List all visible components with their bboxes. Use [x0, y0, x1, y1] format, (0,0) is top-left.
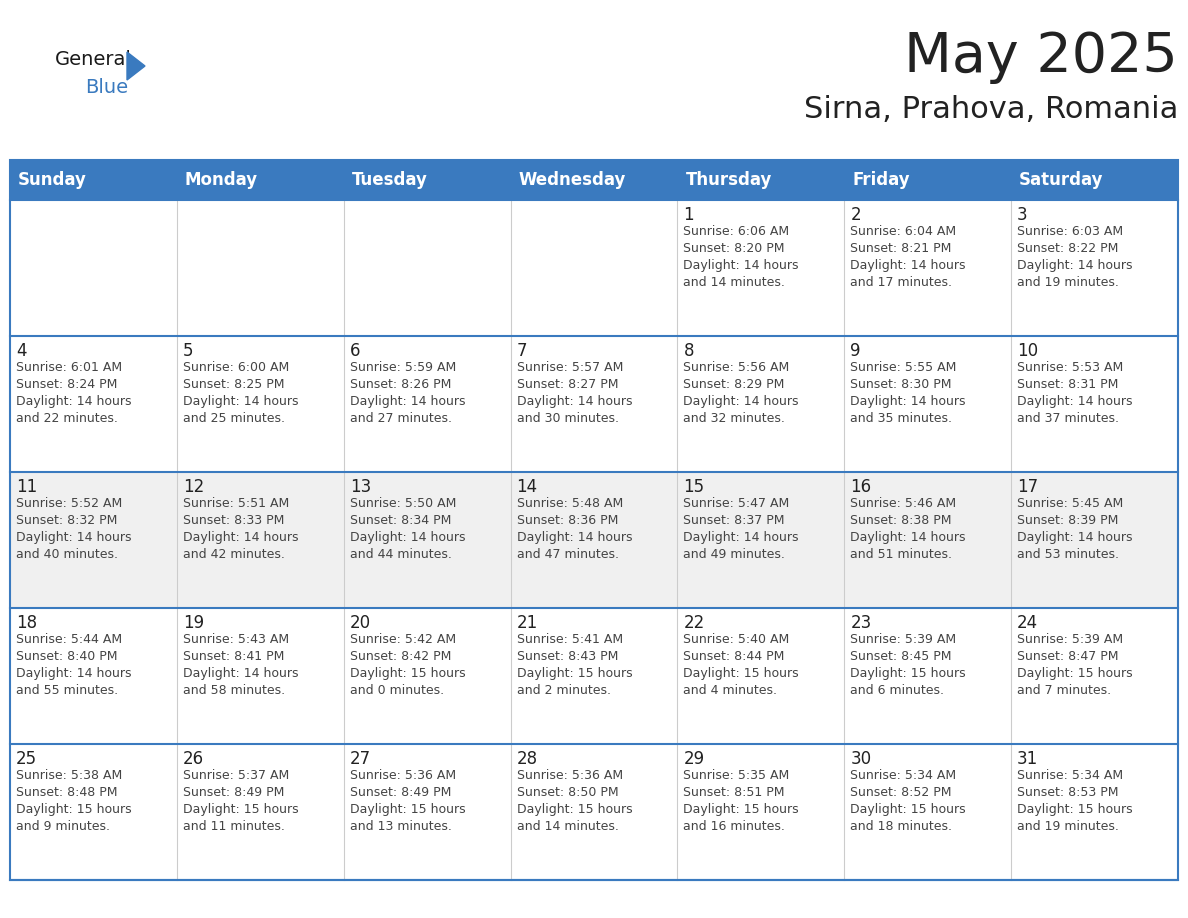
Text: Sunrise: 5:59 AM
Sunset: 8:26 PM
Daylight: 14 hours
and 27 minutes.: Sunrise: 5:59 AM Sunset: 8:26 PM Dayligh… — [349, 361, 466, 425]
Bar — [10, 608, 1178, 744]
Text: 12: 12 — [183, 478, 204, 496]
Text: 31: 31 — [1017, 750, 1038, 768]
Bar — [177, 160, 343, 200]
Text: Sunrise: 5:53 AM
Sunset: 8:31 PM
Daylight: 14 hours
and 37 minutes.: Sunrise: 5:53 AM Sunset: 8:31 PM Dayligh… — [1017, 361, 1132, 425]
Text: Sunrise: 5:43 AM
Sunset: 8:41 PM
Daylight: 14 hours
and 58 minutes.: Sunrise: 5:43 AM Sunset: 8:41 PM Dayligh… — [183, 633, 298, 697]
Text: 9: 9 — [851, 342, 861, 360]
Text: 5: 5 — [183, 342, 194, 360]
Text: Friday: Friday — [852, 171, 910, 189]
Bar — [10, 160, 1178, 880]
Text: 14: 14 — [517, 478, 538, 496]
Text: Sunrise: 5:35 AM
Sunset: 8:51 PM
Daylight: 15 hours
and 16 minutes.: Sunrise: 5:35 AM Sunset: 8:51 PM Dayligh… — [683, 769, 800, 833]
Text: Sunrise: 6:04 AM
Sunset: 8:21 PM
Daylight: 14 hours
and 17 minutes.: Sunrise: 6:04 AM Sunset: 8:21 PM Dayligh… — [851, 225, 966, 289]
Text: Sirna, Prahova, Romania: Sirna, Prahova, Romania — [803, 95, 1178, 124]
Text: 7: 7 — [517, 342, 527, 360]
Text: Blue: Blue — [86, 78, 128, 97]
Text: Sunrise: 5:34 AM
Sunset: 8:52 PM
Daylight: 15 hours
and 18 minutes.: Sunrise: 5:34 AM Sunset: 8:52 PM Dayligh… — [851, 769, 966, 833]
Text: Sunrise: 5:51 AM
Sunset: 8:33 PM
Daylight: 14 hours
and 42 minutes.: Sunrise: 5:51 AM Sunset: 8:33 PM Dayligh… — [183, 497, 298, 561]
Text: Sunrise: 5:48 AM
Sunset: 8:36 PM
Daylight: 14 hours
and 47 minutes.: Sunrise: 5:48 AM Sunset: 8:36 PM Dayligh… — [517, 497, 632, 561]
Text: Sunrise: 6:00 AM
Sunset: 8:25 PM
Daylight: 14 hours
and 25 minutes.: Sunrise: 6:00 AM Sunset: 8:25 PM Dayligh… — [183, 361, 298, 425]
Text: 11: 11 — [15, 478, 37, 496]
Bar — [10, 336, 1178, 472]
Text: 16: 16 — [851, 478, 872, 496]
Text: 2: 2 — [851, 206, 861, 224]
Text: Sunrise: 5:56 AM
Sunset: 8:29 PM
Daylight: 14 hours
and 32 minutes.: Sunrise: 5:56 AM Sunset: 8:29 PM Dayligh… — [683, 361, 798, 425]
Text: Sunrise: 6:03 AM
Sunset: 8:22 PM
Daylight: 14 hours
and 19 minutes.: Sunrise: 6:03 AM Sunset: 8:22 PM Dayligh… — [1017, 225, 1132, 289]
Text: Tuesday: Tuesday — [352, 171, 428, 189]
Bar — [10, 160, 177, 200]
Bar — [10, 472, 1178, 608]
Text: Sunrise: 5:36 AM
Sunset: 8:49 PM
Daylight: 15 hours
and 13 minutes.: Sunrise: 5:36 AM Sunset: 8:49 PM Dayligh… — [349, 769, 466, 833]
Bar — [10, 200, 1178, 336]
Text: 1: 1 — [683, 206, 694, 224]
Text: 20: 20 — [349, 614, 371, 632]
Text: Sunrise: 5:37 AM
Sunset: 8:49 PM
Daylight: 15 hours
and 11 minutes.: Sunrise: 5:37 AM Sunset: 8:49 PM Dayligh… — [183, 769, 298, 833]
Text: 22: 22 — [683, 614, 704, 632]
Text: Sunrise: 5:50 AM
Sunset: 8:34 PM
Daylight: 14 hours
and 44 minutes.: Sunrise: 5:50 AM Sunset: 8:34 PM Dayligh… — [349, 497, 466, 561]
Text: Sunrise: 5:39 AM
Sunset: 8:47 PM
Daylight: 15 hours
and 7 minutes.: Sunrise: 5:39 AM Sunset: 8:47 PM Dayligh… — [1017, 633, 1133, 697]
Text: May 2025: May 2025 — [904, 30, 1178, 84]
Text: Monday: Monday — [185, 171, 258, 189]
Text: Sunrise: 5:40 AM
Sunset: 8:44 PM
Daylight: 15 hours
and 4 minutes.: Sunrise: 5:40 AM Sunset: 8:44 PM Dayligh… — [683, 633, 800, 697]
Text: 28: 28 — [517, 750, 538, 768]
Text: 15: 15 — [683, 478, 704, 496]
Text: Sunrise: 5:47 AM
Sunset: 8:37 PM
Daylight: 14 hours
and 49 minutes.: Sunrise: 5:47 AM Sunset: 8:37 PM Dayligh… — [683, 497, 798, 561]
Text: Sunrise: 5:45 AM
Sunset: 8:39 PM
Daylight: 14 hours
and 53 minutes.: Sunrise: 5:45 AM Sunset: 8:39 PM Dayligh… — [1017, 497, 1132, 561]
Text: 18: 18 — [15, 614, 37, 632]
Text: 4: 4 — [15, 342, 26, 360]
Bar — [1011, 160, 1178, 200]
Text: Sunrise: 5:39 AM
Sunset: 8:45 PM
Daylight: 15 hours
and 6 minutes.: Sunrise: 5:39 AM Sunset: 8:45 PM Dayligh… — [851, 633, 966, 697]
Text: Sunrise: 5:46 AM
Sunset: 8:38 PM
Daylight: 14 hours
and 51 minutes.: Sunrise: 5:46 AM Sunset: 8:38 PM Dayligh… — [851, 497, 966, 561]
Bar — [10, 744, 1178, 880]
Text: Thursday: Thursday — [685, 171, 772, 189]
Text: Sunrise: 5:42 AM
Sunset: 8:42 PM
Daylight: 15 hours
and 0 minutes.: Sunrise: 5:42 AM Sunset: 8:42 PM Dayligh… — [349, 633, 466, 697]
Text: 3: 3 — [1017, 206, 1028, 224]
Text: Sunrise: 5:38 AM
Sunset: 8:48 PM
Daylight: 15 hours
and 9 minutes.: Sunrise: 5:38 AM Sunset: 8:48 PM Dayligh… — [15, 769, 132, 833]
Text: 30: 30 — [851, 750, 872, 768]
Bar — [511, 160, 677, 200]
Text: Sunrise: 5:36 AM
Sunset: 8:50 PM
Daylight: 15 hours
and 14 minutes.: Sunrise: 5:36 AM Sunset: 8:50 PM Dayligh… — [517, 769, 632, 833]
Text: Sunrise: 5:34 AM
Sunset: 8:53 PM
Daylight: 15 hours
and 19 minutes.: Sunrise: 5:34 AM Sunset: 8:53 PM Dayligh… — [1017, 769, 1133, 833]
Text: Sunrise: 6:06 AM
Sunset: 8:20 PM
Daylight: 14 hours
and 14 minutes.: Sunrise: 6:06 AM Sunset: 8:20 PM Dayligh… — [683, 225, 798, 289]
Text: 19: 19 — [183, 614, 204, 632]
Bar — [343, 160, 511, 200]
Text: Sunrise: 6:01 AM
Sunset: 8:24 PM
Daylight: 14 hours
and 22 minutes.: Sunrise: 6:01 AM Sunset: 8:24 PM Dayligh… — [15, 361, 132, 425]
Text: 26: 26 — [183, 750, 204, 768]
Text: Sunrise: 5:41 AM
Sunset: 8:43 PM
Daylight: 15 hours
and 2 minutes.: Sunrise: 5:41 AM Sunset: 8:43 PM Dayligh… — [517, 633, 632, 697]
Text: 21: 21 — [517, 614, 538, 632]
Text: 10: 10 — [1017, 342, 1038, 360]
Text: 6: 6 — [349, 342, 360, 360]
Text: Sunday: Sunday — [18, 171, 87, 189]
Text: Saturday: Saturday — [1019, 171, 1104, 189]
Text: 29: 29 — [683, 750, 704, 768]
Text: 24: 24 — [1017, 614, 1038, 632]
Text: 8: 8 — [683, 342, 694, 360]
Bar — [845, 160, 1011, 200]
Text: Sunrise: 5:57 AM
Sunset: 8:27 PM
Daylight: 14 hours
and 30 minutes.: Sunrise: 5:57 AM Sunset: 8:27 PM Dayligh… — [517, 361, 632, 425]
Text: General: General — [55, 50, 132, 69]
Text: 23: 23 — [851, 614, 872, 632]
Text: 13: 13 — [349, 478, 371, 496]
Text: Sunrise: 5:52 AM
Sunset: 8:32 PM
Daylight: 14 hours
and 40 minutes.: Sunrise: 5:52 AM Sunset: 8:32 PM Dayligh… — [15, 497, 132, 561]
Text: 27: 27 — [349, 750, 371, 768]
Text: 17: 17 — [1017, 478, 1038, 496]
Bar — [677, 160, 845, 200]
Polygon shape — [127, 52, 145, 80]
Text: 25: 25 — [15, 750, 37, 768]
Text: Sunrise: 5:55 AM
Sunset: 8:30 PM
Daylight: 14 hours
and 35 minutes.: Sunrise: 5:55 AM Sunset: 8:30 PM Dayligh… — [851, 361, 966, 425]
Text: Wednesday: Wednesday — [519, 171, 626, 189]
Text: Sunrise: 5:44 AM
Sunset: 8:40 PM
Daylight: 14 hours
and 55 minutes.: Sunrise: 5:44 AM Sunset: 8:40 PM Dayligh… — [15, 633, 132, 697]
